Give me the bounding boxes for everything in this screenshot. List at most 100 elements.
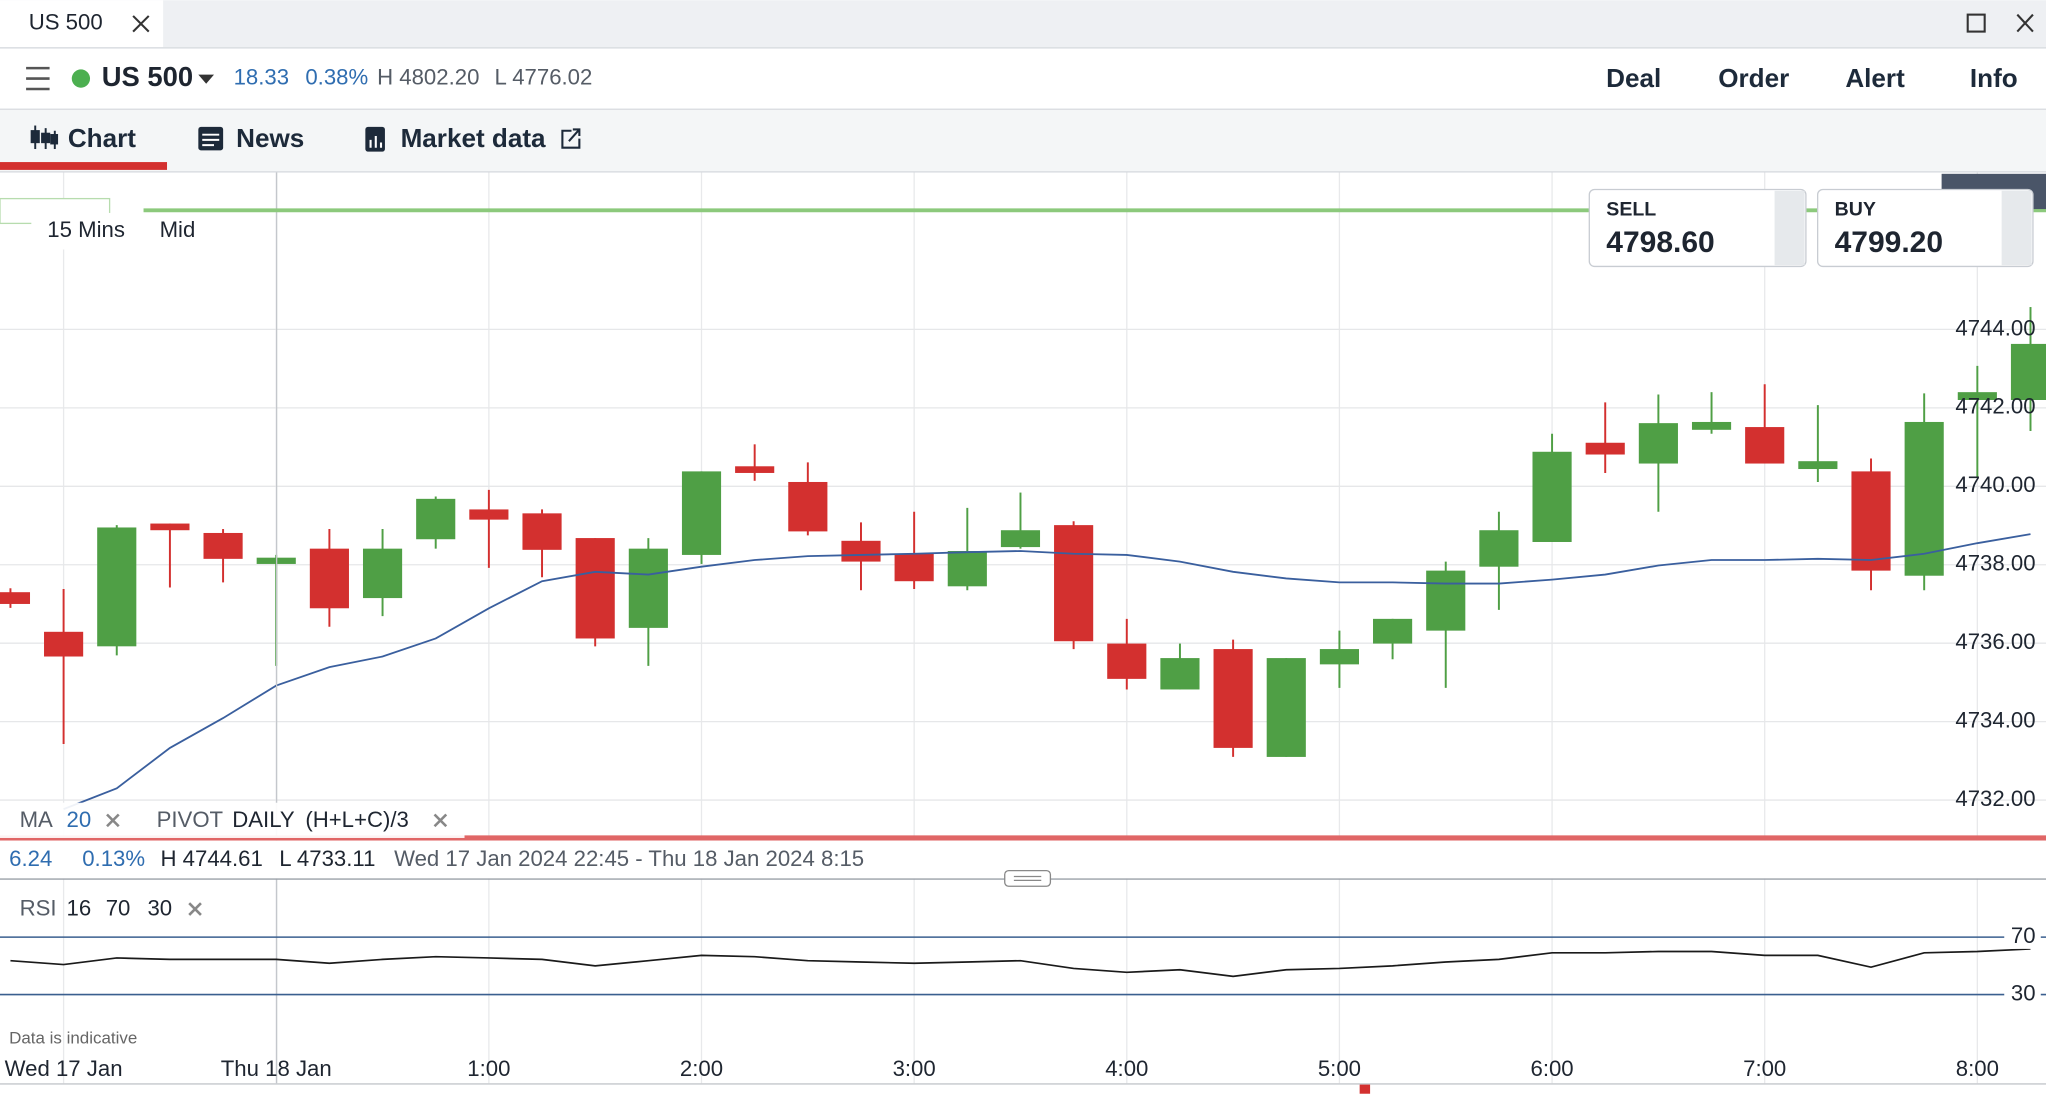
news-tab-icon-lines (202, 133, 220, 147)
moving-average-line (63, 533, 2031, 810)
menu-icon[interactable] (26, 66, 50, 91)
info-button[interactable]: Info (1970, 63, 2018, 93)
candle-body (203, 532, 243, 559)
range-change-pct: 0.13% (82, 846, 145, 871)
y-tick-label: 4744.00 (1955, 315, 2035, 340)
panel-resize-handle[interactable] (1004, 869, 1052, 887)
x-tick-label: 8:00 (1956, 1056, 1999, 1081)
interval-button-bg (31, 212, 141, 250)
pivot-formula[interactable]: (H+L+C)/3 (305, 807, 409, 832)
candle-body (947, 551, 987, 587)
tab-bar (0, 109, 2046, 172)
candle-body (1957, 392, 1997, 401)
range-change: 6.24 (9, 846, 52, 871)
candle-body (1585, 442, 1625, 455)
rsi-series (10, 948, 2031, 978)
change-pct: 0.38% (305, 64, 368, 89)
candle-body (1426, 570, 1466, 631)
candle-body (1691, 421, 1732, 430)
chart-tab[interactable]: Chart (68, 123, 136, 153)
candle-body (1054, 525, 1094, 642)
window-bar (0, 0, 2046, 48)
close-tab-icon[interactable] (132, 15, 150, 33)
buy-price: 4799.20 (1835, 226, 1943, 259)
range-high: H 4744.61 (160, 846, 262, 871)
rsi-upper[interactable]: 70 (106, 896, 131, 921)
candle-body (522, 513, 562, 550)
rsi-line (10, 948, 2031, 978)
candle-body (150, 523, 190, 531)
pivot-label: PIVOT (157, 807, 224, 832)
time-axis: Wed 17 Jan Thu 18 Jan 1:00 2:00 3:00 4:00 5:00… (5, 1056, 1999, 1081)
market-data-tab-icon-bars (369, 135, 383, 148)
range-low: L 4733.11 (279, 846, 375, 871)
remove-rsi[interactable] (188, 902, 202, 916)
window-tab[interactable] (0, 0, 164, 48)
x-tick-label: Wed 17 Jan (5, 1056, 123, 1081)
y-tick-label: 4734.00 (1955, 707, 2035, 732)
candle-body (44, 631, 84, 657)
sell-price: 4798.60 (1606, 226, 1714, 259)
alert-button[interactable]: Alert (1845, 63, 1905, 93)
instrument-name[interactable]: US 500 (102, 61, 193, 92)
candle-body (1532, 451, 1572, 542)
rsi-label: RSI (20, 896, 57, 921)
candle-body (0, 592, 31, 604)
x-tick-label: 3:00 (893, 1056, 936, 1081)
candle-body (1904, 421, 1944, 576)
remove-ma[interactable] (106, 813, 120, 828)
candle-body (309, 548, 349, 609)
candle-body (1745, 427, 1785, 464)
x-tick-label: 7:00 (1743, 1056, 1786, 1081)
y-tick-label: 4732.00 (1955, 786, 2035, 811)
price-type-button[interactable]: Mid (160, 217, 196, 242)
instrument-dropdown[interactable] (198, 74, 214, 84)
order-button[interactable]: Order (1718, 63, 1789, 93)
market-status-dot (71, 69, 91, 88)
candle-body (469, 509, 509, 520)
candle-body (1638, 423, 1678, 464)
rsi-lower[interactable]: 30 (147, 896, 172, 921)
close-window-icon[interactable] (2016, 13, 2034, 33)
sell-button-side (1774, 190, 1805, 266)
candles (0, 307, 2046, 810)
candle-body (1798, 461, 1838, 470)
deal-button[interactable]: Deal (1606, 63, 1661, 93)
maximize-icon[interactable] (1966, 13, 1986, 33)
x-tick-label: 4:00 (1105, 1056, 1148, 1081)
chart-tab-icon (30, 125, 59, 150)
buy-button[interactable] (1816, 188, 2034, 268)
external-link-icon[interactable] (561, 128, 581, 149)
change: 18.33 (234, 64, 289, 89)
x-tick-label: 6:00 (1530, 1056, 1573, 1081)
indicator-bar (0, 802, 465, 838)
candle-body (1479, 530, 1519, 567)
candle-body (628, 548, 668, 628)
interval-button[interactable]: 15 Mins (47, 217, 125, 242)
candle-body (1000, 530, 1041, 548)
market-data-tab[interactable]: Market data (401, 123, 546, 153)
pivot-period[interactable]: DAILY (232, 807, 295, 832)
candle-body (1213, 649, 1253, 748)
sell-button[interactable] (1588, 188, 1807, 268)
x-tick-label: 1:00 (467, 1056, 510, 1081)
candle-body (2010, 343, 2046, 401)
candle-body (1160, 658, 1200, 690)
x-tick-label: 2:00 (680, 1056, 723, 1081)
sell-label: SELL (1606, 199, 1656, 221)
active-tab-indicator (0, 162, 168, 170)
x-tick-label: 5:00 (1318, 1056, 1361, 1081)
rsi-period[interactable]: 16 (67, 896, 92, 921)
remove-pivot[interactable] (433, 813, 448, 828)
rsi-level-label: 70 (2011, 923, 2036, 948)
ma-period[interactable]: 20 (67, 807, 92, 832)
rsi-level-label-bg (2004, 982, 2041, 1007)
candle-body (1319, 649, 1359, 665)
news-tab[interactable]: News (236, 123, 304, 153)
news-tab-icon (198, 126, 224, 151)
candle-body (575, 538, 615, 639)
ma-label: MA (20, 807, 53, 832)
buy-button-side (2001, 190, 2032, 266)
